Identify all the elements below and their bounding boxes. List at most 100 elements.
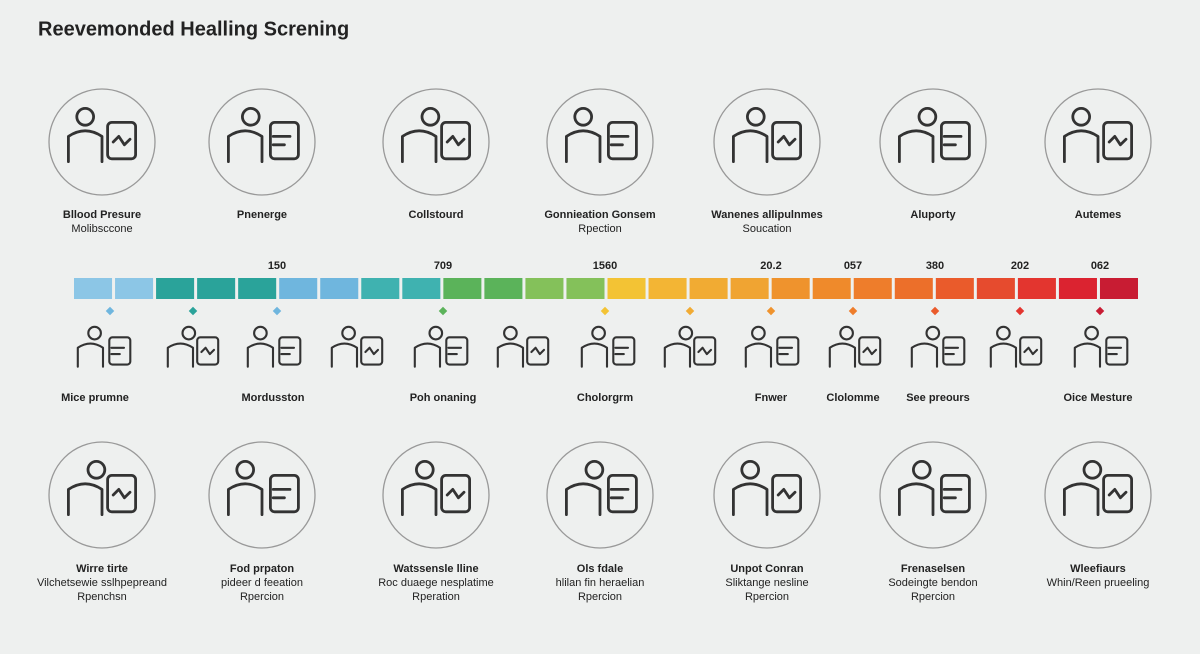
icon-body bbox=[401, 129, 438, 163]
icon-body bbox=[732, 482, 769, 516]
timeline-segment bbox=[74, 278, 113, 299]
icon-device bbox=[612, 336, 636, 366]
icon-circle bbox=[382, 88, 490, 196]
marker bbox=[848, 306, 858, 316]
icon bbox=[898, 460, 971, 516]
timeline-segment bbox=[689, 278, 728, 299]
icon-head bbox=[996, 325, 1011, 341]
icon-body bbox=[989, 342, 1018, 368]
icon-detail bbox=[1107, 488, 1128, 500]
label: Ols fdale bbox=[577, 563, 623, 575]
icon bbox=[744, 325, 800, 368]
icon-device bbox=[939, 121, 971, 161]
icon-circle bbox=[48, 88, 156, 196]
icon-head bbox=[917, 107, 938, 127]
icon-detail bbox=[530, 346, 546, 356]
icon-detail bbox=[942, 488, 963, 500]
icon-head bbox=[740, 460, 761, 480]
icon-device bbox=[1102, 474, 1133, 514]
timeline-segment bbox=[238, 278, 277, 299]
icon-head bbox=[341, 325, 356, 341]
icon-detail bbox=[271, 488, 292, 500]
icon-body bbox=[1073, 342, 1102, 368]
label: Wanenes allipulnmes bbox=[711, 209, 822, 221]
icon-device bbox=[268, 121, 300, 161]
icon-detail bbox=[445, 135, 466, 147]
marker bbox=[685, 306, 695, 316]
icon-device bbox=[1019, 336, 1043, 366]
icon-device bbox=[108, 336, 132, 366]
icon-device bbox=[693, 336, 717, 366]
icon bbox=[67, 460, 137, 516]
icon bbox=[663, 325, 717, 368]
icon-device bbox=[445, 336, 469, 366]
icon-head bbox=[591, 325, 606, 341]
subtitle: Rpection bbox=[578, 223, 621, 235]
icon bbox=[330, 325, 384, 368]
icon-body bbox=[246, 342, 275, 368]
icon bbox=[413, 325, 469, 368]
icon bbox=[76, 325, 132, 368]
icon-head bbox=[573, 107, 594, 127]
icon-device bbox=[771, 474, 802, 514]
subtitle: Soucation bbox=[743, 223, 792, 235]
icon-device bbox=[360, 336, 384, 366]
icon-detail bbox=[1023, 346, 1039, 356]
label: Mordusston bbox=[242, 392, 305, 404]
icon-head bbox=[746, 107, 766, 127]
icon bbox=[496, 325, 550, 368]
label: Bllood Presure bbox=[63, 209, 141, 221]
icon-head bbox=[1071, 107, 1092, 127]
icon-circle bbox=[208, 441, 316, 549]
subtitle: Sliktange nesline bbox=[725, 577, 808, 589]
timeline-segment bbox=[853, 278, 892, 299]
icon-head bbox=[912, 460, 932, 480]
marker bbox=[766, 306, 776, 316]
timeline-segment bbox=[894, 278, 933, 299]
icon-detail bbox=[271, 135, 292, 147]
icon-body bbox=[663, 342, 692, 368]
icon-head bbox=[1084, 325, 1099, 341]
icon-detail bbox=[778, 346, 794, 356]
timeline-segment bbox=[525, 278, 564, 299]
icon-circle bbox=[48, 441, 156, 549]
icon-head bbox=[241, 107, 261, 127]
label: Cholorgrm bbox=[577, 392, 633, 404]
label: Pnenerge bbox=[237, 209, 287, 221]
icon bbox=[227, 107, 300, 163]
icon-body bbox=[1063, 129, 1100, 163]
marker bbox=[1015, 306, 1025, 316]
icon-body bbox=[580, 342, 609, 368]
timeline-segment bbox=[812, 278, 851, 299]
timeline-number: 150 bbox=[268, 260, 286, 272]
icon-device bbox=[268, 474, 300, 514]
subtitle: Rpercion bbox=[745, 591, 789, 603]
icon-circle bbox=[879, 441, 987, 549]
icon-detail bbox=[776, 135, 797, 147]
label: Unpot Conran bbox=[730, 563, 804, 575]
icon bbox=[1063, 460, 1133, 516]
icon-circle bbox=[713, 88, 821, 196]
icon bbox=[565, 107, 638, 163]
icon-body bbox=[744, 342, 773, 368]
icon bbox=[1063, 107, 1133, 163]
icon-circle bbox=[1044, 441, 1152, 549]
subtitle: pideer d feeation bbox=[221, 577, 303, 589]
icon-head bbox=[1082, 460, 1103, 480]
icon bbox=[898, 107, 971, 163]
icon-head bbox=[87, 325, 102, 341]
icon-head bbox=[86, 460, 107, 480]
label: Watssensle lline bbox=[393, 563, 478, 575]
timeline-segment bbox=[648, 278, 687, 299]
label: Mice prumne bbox=[61, 392, 129, 404]
icon-detail bbox=[200, 346, 216, 356]
label: Oice Mesture bbox=[1063, 392, 1132, 404]
icon bbox=[1073, 325, 1129, 368]
icon-body bbox=[496, 342, 525, 368]
marker bbox=[930, 306, 940, 316]
marker bbox=[188, 306, 198, 316]
marker bbox=[1095, 306, 1105, 316]
icon-device bbox=[440, 474, 471, 514]
label: Aluporty bbox=[910, 209, 956, 221]
